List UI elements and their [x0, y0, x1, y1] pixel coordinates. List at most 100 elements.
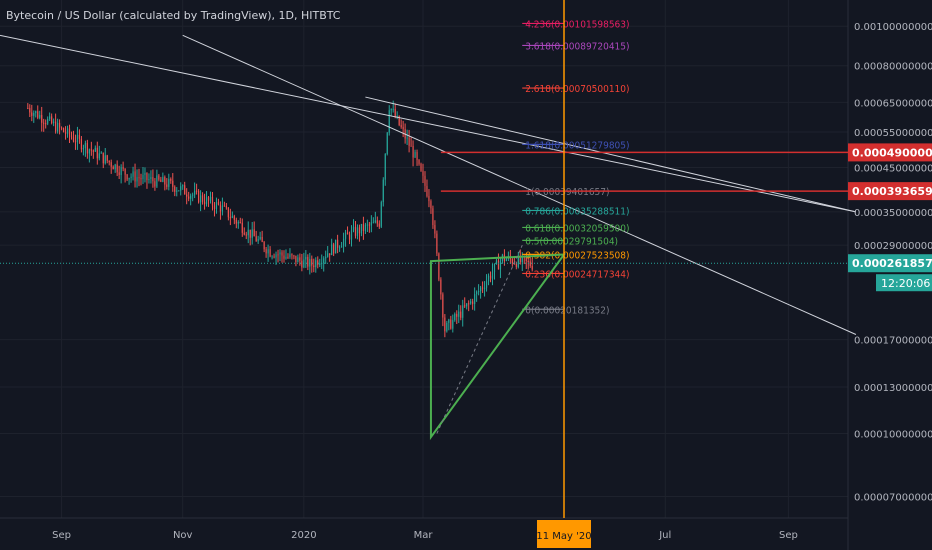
candle-body [442, 294, 444, 318]
candle-body [196, 190, 198, 192]
candle-body [313, 265, 315, 268]
candle-body [257, 239, 259, 242]
candle-body [531, 265, 533, 270]
price-tag-label: 0.00039365906 [852, 185, 932, 198]
candle-body [72, 137, 75, 142]
price-axis-label: 0.00010000000 [854, 429, 932, 440]
triangle-pattern [429, 253, 567, 441]
candle-body [416, 152, 418, 160]
candle-body [470, 301, 472, 304]
price-axis-label: 0.00017000000 [854, 336, 932, 347]
fib-level-label: 0.786(0.00035288511) [525, 206, 629, 217]
candle-body [29, 108, 31, 113]
candle-body [358, 227, 361, 234]
candle-body [70, 135, 73, 138]
candle-body [476, 291, 478, 295]
candle-body [448, 319, 450, 323]
candle-body [227, 207, 229, 218]
candle-body [223, 205, 226, 207]
candle-body [58, 122, 61, 128]
candle-body [233, 216, 235, 220]
candle-body [468, 303, 470, 305]
candle-body [203, 201, 206, 205]
current-price-tag [848, 254, 932, 273]
candle-body [239, 222, 241, 224]
candle-body [396, 115, 398, 117]
candle-body [134, 171, 136, 182]
candle-body [505, 258, 508, 261]
candle-body [64, 132, 67, 134]
candle-body [118, 172, 120, 175]
candle-body [78, 134, 81, 139]
candle-body [168, 178, 170, 187]
candle-body [126, 174, 128, 180]
time-axis-label: Jul [658, 530, 671, 541]
candle-body [487, 275, 490, 282]
candle-body [424, 175, 426, 186]
candle-body [434, 225, 436, 234]
candle-body [271, 256, 273, 258]
candle-body [527, 261, 529, 263]
candle-body [136, 177, 138, 182]
candle-body [152, 177, 154, 182]
trendline [365, 96, 857, 213]
candle-body [207, 197, 210, 201]
candle-body [205, 197, 208, 205]
candle-body [325, 256, 327, 259]
candle-body [376, 220, 378, 224]
candle-body [92, 150, 94, 152]
price-axis-label: 0.00035000000 [854, 208, 932, 219]
candle-body [62, 128, 65, 133]
candle-body [499, 260, 502, 270]
candle-body [481, 287, 484, 289]
candle-body [472, 301, 474, 304]
candle-body [464, 305, 466, 307]
price-axis-label: 0.00013000000 [854, 383, 932, 394]
candle-body [485, 281, 488, 288]
candle-body [104, 155, 106, 164]
time-axis-label: Sep [779, 530, 798, 541]
candle-body [281, 252, 283, 256]
candle-body [108, 160, 110, 163]
candle-body [247, 229, 249, 236]
candle-body [82, 148, 85, 150]
candle-body [406, 137, 408, 139]
candle-body [323, 258, 325, 263]
candle-body [327, 253, 329, 257]
candle-body [178, 190, 180, 192]
candle-body [110, 162, 112, 167]
candle-body [261, 237, 263, 243]
candle-body [128, 177, 130, 180]
candle-body [273, 256, 275, 258]
candle-body [366, 224, 368, 226]
candle-body [156, 175, 158, 187]
candle-body [237, 222, 239, 224]
candle-body [122, 167, 124, 169]
candle-body [372, 222, 374, 224]
time-axis-label: Nov [173, 530, 193, 541]
price-tag [848, 182, 932, 201]
candle-body [529, 261, 531, 266]
candle-body [478, 291, 480, 293]
candle-body [259, 237, 261, 240]
candle-body [370, 222, 372, 226]
candle-body [100, 152, 102, 154]
candle-body [348, 234, 351, 240]
price-axis-label: 0.00100000000 [854, 22, 932, 33]
candle-body [307, 256, 309, 267]
candle-body [197, 190, 200, 203]
candle-body [56, 122, 59, 132]
candle-body [515, 263, 517, 267]
candle-body [88, 149, 90, 154]
candle-body [333, 244, 335, 254]
candle-body [199, 195, 202, 203]
candle-body [291, 254, 293, 256]
candle-body [138, 177, 140, 179]
projection-line [436, 244, 523, 434]
candle-body [354, 226, 357, 236]
candle-body [112, 166, 114, 170]
candle-body [132, 171, 134, 177]
candle-body [293, 255, 295, 257]
price-axis-label: 0.00007000000 [854, 493, 932, 504]
